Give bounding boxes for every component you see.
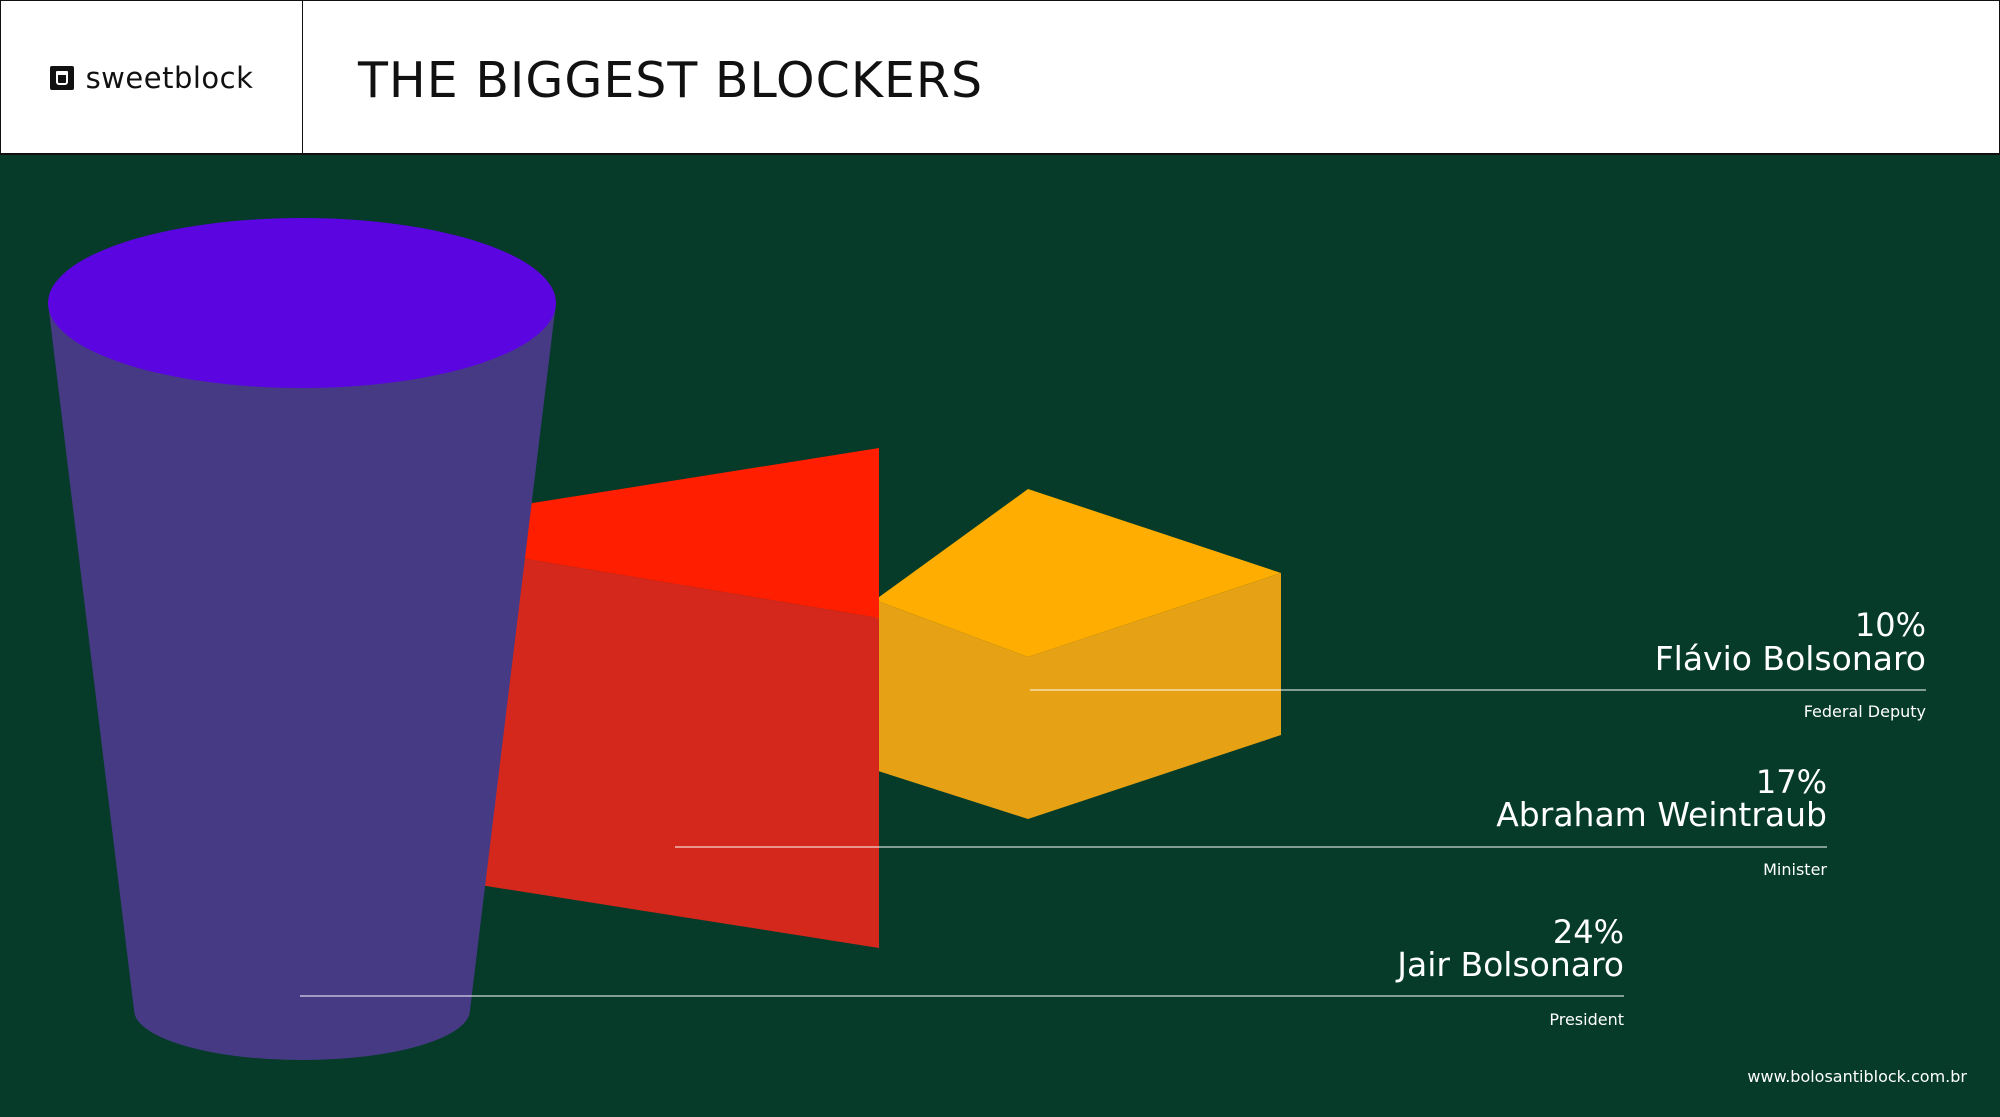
chart-shapes xyxy=(48,218,1281,1060)
header-bar: sweetblock THE BIGGEST BLOCKERS xyxy=(0,0,2000,155)
abraham-wedge-side xyxy=(480,558,879,948)
jair-role-label: President xyxy=(1549,1010,1624,1029)
flavio-cube-right xyxy=(1028,573,1281,819)
flavio-cube-front xyxy=(875,600,1028,819)
flavio-percent-label: 10% xyxy=(1855,606,1926,644)
chart-labels: 24%Jair Bolsonaro President 17%Abraham Wei… xyxy=(1395,606,1926,1029)
jair-cylinder-body xyxy=(48,303,556,1060)
abraham-percent-label: 17% xyxy=(1756,763,1827,801)
footer-url[interactable]: www.bolosantiblock.com.br xyxy=(1747,1067,1967,1086)
abraham-wedge-top xyxy=(520,448,879,618)
logo[interactable]: sweetblock xyxy=(1,1,303,154)
jair-name-label: Jair Bolsonaro xyxy=(1395,945,1624,984)
logo-text: sweetblock xyxy=(85,60,254,95)
abraham-role-label: Minister xyxy=(1763,860,1827,879)
jair-cylinder-top xyxy=(48,218,556,388)
flavio-name-label: Flávio Bolsonaro xyxy=(1655,639,1926,678)
sweetblock-logo-icon xyxy=(49,65,74,90)
flavio-cube-top xyxy=(875,489,1281,657)
leader-lines xyxy=(300,689,1926,997)
jair-percent-label: 24% xyxy=(1553,913,1624,951)
flavio-role-label: Federal Deputy xyxy=(1804,702,1926,721)
page-title: THE BIGGEST BLOCKERS xyxy=(358,52,984,109)
abraham-name-label: Abraham Weintraub xyxy=(1496,795,1827,834)
